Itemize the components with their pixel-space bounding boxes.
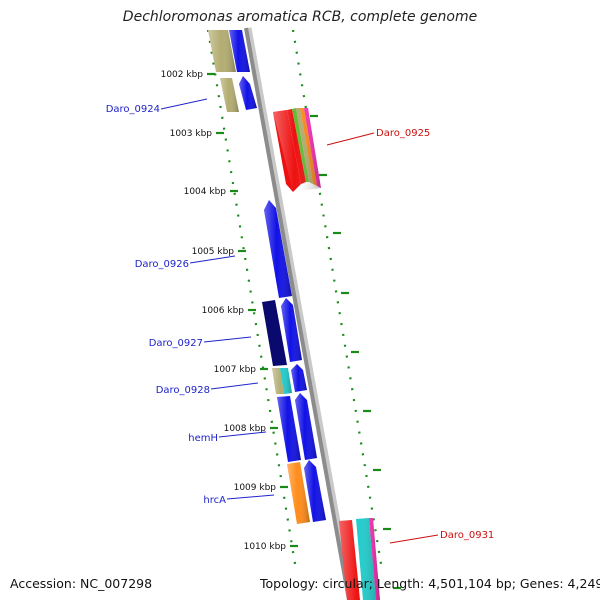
gene-label[interactable]: Daro_0926 xyxy=(135,259,189,270)
gene-label[interactable]: hrcA xyxy=(203,495,226,506)
map-title: Dechloromonas aromatica RCB, complete ge… xyxy=(122,9,478,25)
kbp-tick-label: 1005 kbp xyxy=(192,247,235,257)
gene-hrca[interactable] xyxy=(287,462,310,524)
gene-label-leader-line xyxy=(210,382,259,390)
kbp-tick-label: 1009 kbp xyxy=(234,483,277,493)
genome-backbone xyxy=(244,27,351,600)
gene-daro-0924[interactable] xyxy=(239,76,257,110)
gene-block-blue-top[interactable] xyxy=(229,30,250,72)
gene-label[interactable]: Daro_0928 xyxy=(156,385,210,396)
gene-block-blue-0927[interactable] xyxy=(281,298,302,362)
kbp-ticks: 1002 kbp 1003 kbp 1004 kbp 1005 kbp 1006 kbp… xyxy=(161,70,401,590)
gene-block-olive-top[interactable] xyxy=(208,30,236,72)
gene-label-leader-line xyxy=(326,132,375,146)
gene-daro-0931[interactable] xyxy=(339,518,380,600)
gene-label[interactable]: Daro_0931 xyxy=(440,530,494,541)
gene-daro-0924-left[interactable] xyxy=(220,78,239,112)
gene-daro-0925[interactable] xyxy=(273,108,321,192)
gene-daro-0928[interactable] xyxy=(272,368,292,394)
gene-label[interactable]: Daro_0927 xyxy=(149,338,203,349)
kbp-tick-label: 1010 kbp xyxy=(244,542,287,552)
kbp-tick-label: 1008 kbp xyxy=(224,424,267,434)
accession-text: Accession: NC_007298 xyxy=(10,576,153,591)
kbp-tick-label: 1002 kbp xyxy=(161,70,204,80)
kbp-tick-label: 1004 kbp xyxy=(184,187,227,197)
kbp-tick-label: 1007 kbp xyxy=(214,365,257,375)
gene-label[interactable]: Daro_0924 xyxy=(106,104,160,115)
genome-summary-text: Topology: circular; Length: 4,501,104 bp… xyxy=(260,576,600,591)
gene-block-blue-hrca[interactable] xyxy=(304,460,326,522)
gene-label-leader-line xyxy=(218,431,267,438)
gene-label-leader-line xyxy=(160,98,208,110)
gene-label[interactable]: Daro_0925 xyxy=(376,128,430,139)
gene-label-leader-line xyxy=(389,534,439,544)
gene-label-leader-line xyxy=(203,336,252,343)
gene-block-blue-0928[interactable] xyxy=(291,364,307,392)
kbp-tick-label: 1006 kbp xyxy=(202,306,245,316)
gene-daro-0927[interactable] xyxy=(262,300,287,366)
gene-daro-0926[interactable] xyxy=(264,200,292,298)
gene-label[interactable]: hemH xyxy=(188,433,218,444)
kbp-tick-label: 1003 kbp xyxy=(170,129,213,139)
gene-block-blue-hemh[interactable] xyxy=(295,393,317,460)
gene-labels: Daro_0924 Daro_0925 Daro_0926 Daro_0927 Daro… xyxy=(106,98,494,544)
gene-label-leader-line xyxy=(189,255,236,264)
gene-hemh[interactable] xyxy=(277,396,301,462)
gene-label-leader-line xyxy=(226,494,275,500)
